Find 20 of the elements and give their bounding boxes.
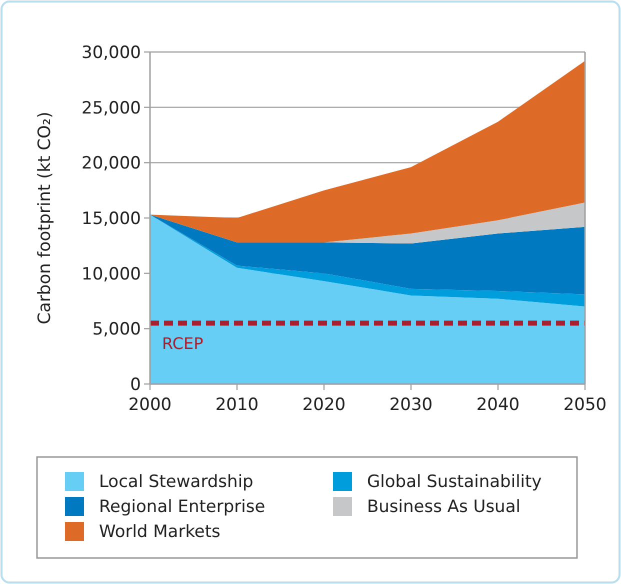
legend-label: Local Stewardship [99,472,254,492]
y-tick-label: 0 [130,374,141,395]
legend-label: Global Sustainability [367,472,542,492]
y-tick-label: 30,000 [82,42,141,63]
y-tick-label: 25,000 [82,98,141,118]
y-tick-label: 15,000 [82,208,141,229]
x-tick-label: 2020 [302,395,346,415]
y-axis-title: Carbon footprint (kt CO₂) [35,112,55,324]
x-tick-label: 2050 [563,395,607,415]
y-tick-label: 5,000 [92,320,141,340]
x-tick-label: 2000 [128,395,172,415]
y-tick-label: 10,000 [82,264,141,284]
ref-line-label: RCEP [162,334,204,354]
y-tick-label: 20,000 [82,154,141,174]
legend-label: World Markets [99,522,221,542]
x-tick-label: 2030 [389,395,433,415]
legend-label: Regional Enterprise [99,496,266,517]
legend-label: Business As Usual [367,496,520,517]
x-tick-label: 2010 [215,395,259,415]
x-tick-label: 2040 [476,395,520,415]
